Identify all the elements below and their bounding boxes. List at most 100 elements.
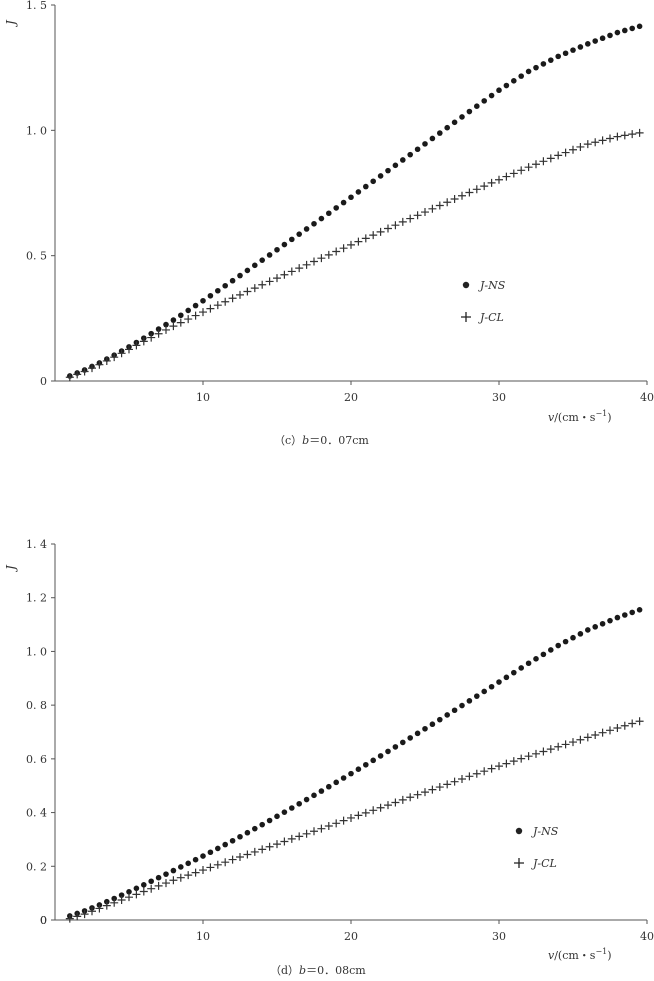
data-point <box>554 151 563 160</box>
data-point <box>289 805 295 811</box>
data-point <box>199 308 207 317</box>
data-point <box>488 92 495 99</box>
data-point <box>185 860 191 867</box>
data-point <box>385 167 391 174</box>
data-point <box>561 740 570 749</box>
data-point <box>95 360 104 369</box>
data-point <box>635 717 644 726</box>
data-point <box>569 738 577 747</box>
y-ticks: 0 0. 5 1. 0 1. 5 <box>26 0 55 388</box>
data-point <box>622 612 628 618</box>
data-point <box>229 837 236 844</box>
data-point <box>207 292 214 299</box>
data-point <box>221 297 230 306</box>
data-point <box>147 333 156 342</box>
data-point <box>274 246 280 253</box>
data-point <box>250 284 259 293</box>
x-axis-label: v/(cm・s−1) <box>548 947 612 962</box>
data-point <box>265 277 274 286</box>
data-point <box>155 326 162 332</box>
y-tick-label: 0. 2 <box>26 860 47 873</box>
data-point <box>511 669 517 676</box>
data-point <box>474 693 480 699</box>
data-point <box>237 833 243 840</box>
data-point <box>259 821 266 828</box>
data-point <box>413 211 422 220</box>
data-point <box>139 337 148 346</box>
legend-label-cl: J-CL <box>531 857 557 870</box>
data-point <box>509 757 518 766</box>
data-point <box>355 766 362 772</box>
data-point <box>407 151 414 158</box>
data-point <box>592 624 598 630</box>
series-j-ns <box>67 23 643 379</box>
data-point <box>398 217 407 226</box>
data-point <box>502 172 511 181</box>
y-tick-label: 0. 4 <box>26 807 47 820</box>
data-point <box>125 345 133 354</box>
data-point <box>370 757 377 764</box>
data-point <box>258 280 267 289</box>
data-point <box>326 210 332 217</box>
series-j-cl <box>65 128 644 382</box>
data-point <box>266 252 273 258</box>
data-point <box>620 721 629 730</box>
data-point <box>548 57 554 63</box>
data-point <box>191 311 200 320</box>
data-point <box>88 907 96 916</box>
data-point <box>348 194 354 201</box>
data-point <box>561 148 570 157</box>
data-point <box>340 199 347 206</box>
data-point <box>599 620 606 627</box>
data-point <box>363 183 369 190</box>
data-point <box>384 224 392 233</box>
data-point <box>303 796 310 803</box>
y-tick-label: 1. 5 <box>26 0 47 12</box>
data-point <box>154 881 163 890</box>
data-point <box>569 145 577 154</box>
data-point <box>400 739 406 746</box>
data-point <box>178 864 184 870</box>
y-ticks: 0 0. 2 0. 4 0. 6 0. 8 1. 0 1. 2 1. 4 <box>26 538 55 927</box>
x-axis-label: v/(cm・s−1) <box>548 409 612 424</box>
x-tick-label: 20 <box>344 391 358 404</box>
data-point <box>221 858 230 867</box>
data-point <box>525 660 532 667</box>
data-point <box>222 282 228 289</box>
y-tick-label: 0. 6 <box>26 753 47 766</box>
data-point <box>347 813 355 822</box>
data-point <box>488 683 495 690</box>
data-point <box>295 264 304 273</box>
x-origin-label: 0 <box>40 914 47 927</box>
y-tick-label: 0. 8 <box>26 699 47 712</box>
data-point <box>244 267 251 274</box>
data-point <box>311 792 317 799</box>
data-point <box>141 882 147 888</box>
data-point <box>511 78 517 84</box>
data-point <box>347 240 355 249</box>
data-point <box>236 853 244 862</box>
data-point <box>244 829 251 836</box>
data-point <box>384 801 392 810</box>
data-point <box>207 849 214 856</box>
data-point <box>222 841 228 848</box>
data-point <box>184 315 193 324</box>
data-point <box>324 822 333 830</box>
data-point <box>332 247 341 256</box>
data-point <box>606 134 614 143</box>
data-point <box>339 816 348 825</box>
data-point <box>170 867 177 874</box>
legend: J-NS J-CL <box>514 825 559 870</box>
data-point <box>377 173 384 179</box>
data-point <box>518 665 524 671</box>
data-point <box>281 809 288 815</box>
data-point <box>280 270 289 279</box>
data-point <box>88 364 96 373</box>
x-tick-label: 10 <box>196 391 210 404</box>
data-point <box>614 614 621 621</box>
data-point <box>117 349 126 358</box>
data-point <box>169 876 178 885</box>
data-point <box>406 793 415 802</box>
data-point <box>80 367 89 376</box>
series-j-cl <box>65 717 644 923</box>
